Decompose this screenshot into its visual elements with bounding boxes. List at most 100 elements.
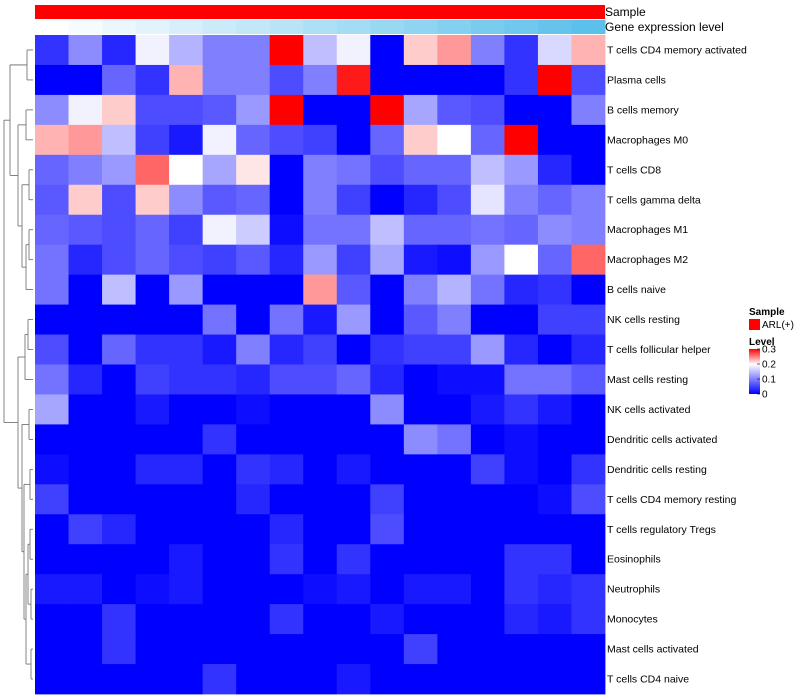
heatmap-cell (537, 334, 572, 365)
heatmap-cell (269, 604, 304, 635)
heatmap-cell (336, 364, 371, 395)
heatmap-cell (504, 214, 539, 246)
heatmap-cell (202, 544, 237, 575)
heatmap-cell (470, 304, 505, 335)
heatmap-cell (537, 634, 572, 665)
heatmap-cell (269, 334, 304, 365)
heatmap-cell (470, 64, 505, 96)
heatmap-cell (202, 244, 237, 276)
heatmap-cell (135, 664, 170, 695)
heatmap-cell (68, 424, 103, 455)
heatmap-cell (102, 544, 136, 575)
heatmap-cell (135, 64, 170, 96)
row-label: T cells CD8 (607, 164, 661, 176)
heatmap-cell (571, 664, 606, 695)
heatmap-cell (202, 574, 237, 605)
heatmap-cell (68, 364, 103, 395)
heatmap-cell (169, 184, 204, 216)
annotation-cell-gene-expression (504, 20, 539, 34)
heatmap-cell (303, 35, 338, 66)
heatmap-cell (303, 124, 338, 156)
annotation-cell-gene-expression (169, 20, 204, 34)
row-label: Eosinophils (607, 554, 661, 566)
heatmap-cell (236, 334, 271, 365)
heatmap-cell (236, 604, 271, 635)
heatmap-cell (269, 274, 304, 305)
annotation-bar-sample (35, 5, 605, 19)
heatmap-cell (537, 544, 572, 575)
heatmap-cell (236, 454, 271, 485)
heatmap-cell (437, 574, 472, 605)
legend-tick-label: 0.2 (762, 360, 776, 371)
heatmap-cell (571, 634, 606, 665)
heatmap-cell (504, 274, 539, 305)
heatmap-cell (35, 274, 69, 305)
row-label: Mast cells resting (607, 374, 688, 386)
heatmap-cell (403, 484, 438, 515)
annotation-title-sample: Sample (605, 5, 646, 19)
heatmap-cell (102, 94, 136, 126)
annotation-cell-gene-expression (336, 20, 371, 34)
heatmap-cell (135, 304, 170, 335)
heatmap-cell (236, 634, 271, 665)
heatmap-cell (303, 634, 338, 665)
heatmap-cell (135, 544, 170, 575)
heatmap-cell (470, 124, 505, 156)
heatmap-cell (68, 484, 103, 515)
heatmap-cell (537, 244, 572, 276)
heatmap-cell (403, 364, 438, 395)
heatmap-cell (35, 214, 69, 246)
heatmap-cell (169, 604, 204, 635)
heatmap-cell (202, 154, 237, 186)
heatmap-cell (370, 274, 405, 305)
heatmap-cell (202, 604, 237, 635)
heatmap-cell (504, 604, 539, 635)
heatmap-cell (504, 454, 539, 485)
heatmap-cell (437, 364, 472, 395)
heatmap-cell (102, 304, 136, 335)
heatmap-cell (269, 184, 304, 216)
heatmap-cell (303, 394, 338, 425)
heatmap-cell (504, 35, 539, 66)
annotation-cell-gene-expression (68, 20, 103, 34)
heatmap-cell (370, 304, 405, 335)
heatmap-cell (35, 154, 69, 186)
heatmap-cell (470, 484, 505, 515)
heatmap-cell (102, 334, 136, 365)
heatmap-cell (236, 94, 271, 126)
heatmap-cell (303, 274, 338, 305)
heatmap-cell (437, 94, 472, 126)
heatmap-cell (571, 424, 606, 455)
annotation-bars (35, 5, 606, 34)
heatmap-cell (470, 94, 505, 126)
heatmap-cell (437, 454, 472, 485)
heatmap-cell (102, 274, 136, 305)
row-label: Neutrophils (607, 584, 660, 596)
annotation-cell-gene-expression (35, 20, 70, 34)
annotation-cell-gene-expression (403, 20, 438, 34)
heatmap-cell (135, 574, 170, 605)
heatmap-cell (370, 514, 405, 545)
heatmap-cell (202, 634, 237, 665)
annotation-cell-gene-expression (303, 20, 338, 34)
heatmap-cell (336, 214, 371, 246)
heatmap-cell (202, 424, 237, 455)
heatmap-cell (470, 364, 505, 395)
heatmap-cell (135, 244, 170, 276)
heatmap-cell (135, 454, 170, 485)
heatmap-cell (370, 35, 405, 66)
heatmap-cell (269, 35, 304, 66)
heatmap-cell (403, 154, 438, 186)
heatmap-cell (537, 214, 572, 246)
heatmap-cell (370, 64, 405, 96)
annotation-cell-gene-expression (537, 20, 572, 34)
heatmap-cell (370, 124, 405, 156)
heatmap-cell (437, 274, 472, 305)
heatmap-cell (236, 484, 271, 515)
row-label: Macrophages M2 (607, 254, 688, 266)
row-label: B cells memory (607, 104, 680, 116)
heatmap-cell (202, 124, 237, 156)
heatmap-cell (571, 214, 606, 246)
heatmap-cell (68, 334, 103, 365)
